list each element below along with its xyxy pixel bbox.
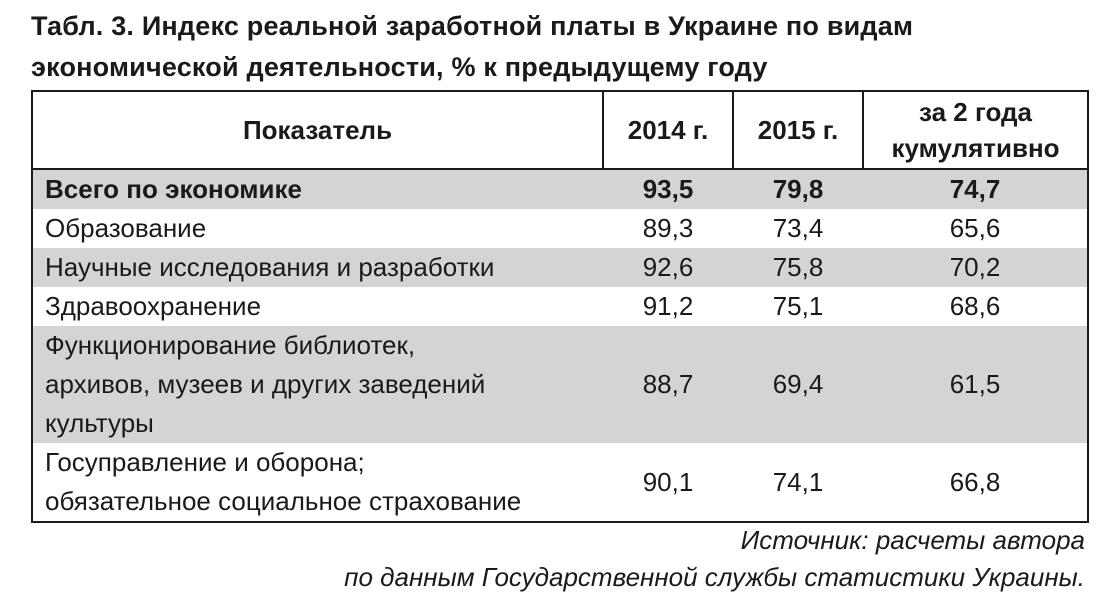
header-cumulative-line-2: кумулятивно (891, 133, 1060, 163)
row-value-2014: 89,3 (642, 213, 694, 243)
source-note-line-1: Источник: расчеты автора (740, 525, 1085, 555)
table-row: Образование 89,3 73,4 65,6 (32, 209, 1088, 248)
table-row: Госуправление и оборона; обязательное со… (32, 443, 1088, 522)
header-indicator: Показатель (32, 91, 604, 170)
table-caption-line-1: Табл. 3. Индекс реальной заработной плат… (31, 11, 914, 41)
row-value-cumulative: 74,7 (863, 169, 1088, 209)
row-value-2014: 92,6 (603, 248, 733, 287)
header-cumulative: за 2 года кумулятивно (863, 91, 1088, 170)
row-label: Функционирование библиотек, архивов, муз… (32, 326, 603, 443)
wage-index-table: Показатель 2014 г. 2015 г. за 2 года кум… (31, 90, 1089, 523)
row-value-2014: 91,2 (642, 291, 694, 321)
row-label: Здравоохранение (45, 291, 262, 321)
row-value-2014: 90,1 (642, 466, 694, 497)
row-label-line-1: Госуправление и оборона; (45, 447, 365, 477)
row-label: Образование (45, 213, 207, 243)
row-label-line-2: обязательное социальное страхование (45, 486, 522, 516)
table-row: Функционирование библиотек, архивов, муз… (32, 326, 1088, 443)
row-value-2015: 75,1 (772, 291, 824, 321)
row-value-2015: 69,4 (733, 326, 863, 443)
header-2014: 2014 г. (603, 91, 734, 170)
header-cumulative-line-1: за 2 года (919, 97, 1032, 127)
header-2015: 2015 г. (733, 91, 864, 170)
table-row-total: Всего по экономике 93,5 79,8 74,7 (32, 169, 1088, 209)
table-caption-line-2: экономической деятельности, % к предыдущ… (31, 52, 768, 82)
row-value-2015: 79,8 (733, 169, 863, 209)
row-value-cumulative: 61,5 (863, 326, 1088, 443)
table-caption: Табл. 3. Индекс реальной заработной плат… (31, 6, 1091, 88)
row-label-line-1: Функционирование библиотек, (45, 330, 416, 360)
row-value-2015: 75,8 (733, 248, 863, 287)
row-label: Госуправление и оборона; обязательное со… (32, 443, 603, 522)
table-header-row: Показатель 2014 г. 2015 г. за 2 года кум… (32, 91, 1088, 170)
table-row: Научные исследования и разработки 92,6 7… (32, 248, 1088, 287)
row-value-2015: 74,1 (772, 466, 824, 497)
row-value-cumulative: 68,6 (949, 291, 1001, 321)
row-value-cumulative: 70,2 (863, 248, 1088, 287)
row-value-cumulative: 65,6 (949, 213, 1001, 243)
row-value-2014: 93,5 (603, 169, 733, 209)
row-value-2014: 88,7 (603, 326, 733, 443)
source-note-line-2: по данным Государственной службы статист… (344, 562, 1085, 592)
row-label: Научные исследования и разработки (32, 248, 603, 287)
source-note: Источник: расчеты автора по данным Госуд… (344, 522, 1085, 596)
table-row: Здравоохранение 91,2 75,1 68,6 (32, 287, 1088, 326)
row-label-line-2: архивов, музеев и других заведений (45, 369, 486, 399)
row-label-line-3: культуры (45, 408, 154, 438)
row-value-2015: 73,4 (772, 213, 824, 243)
row-value-cumulative: 66,8 (949, 466, 1001, 497)
row-label: Всего по экономике (32, 169, 603, 209)
